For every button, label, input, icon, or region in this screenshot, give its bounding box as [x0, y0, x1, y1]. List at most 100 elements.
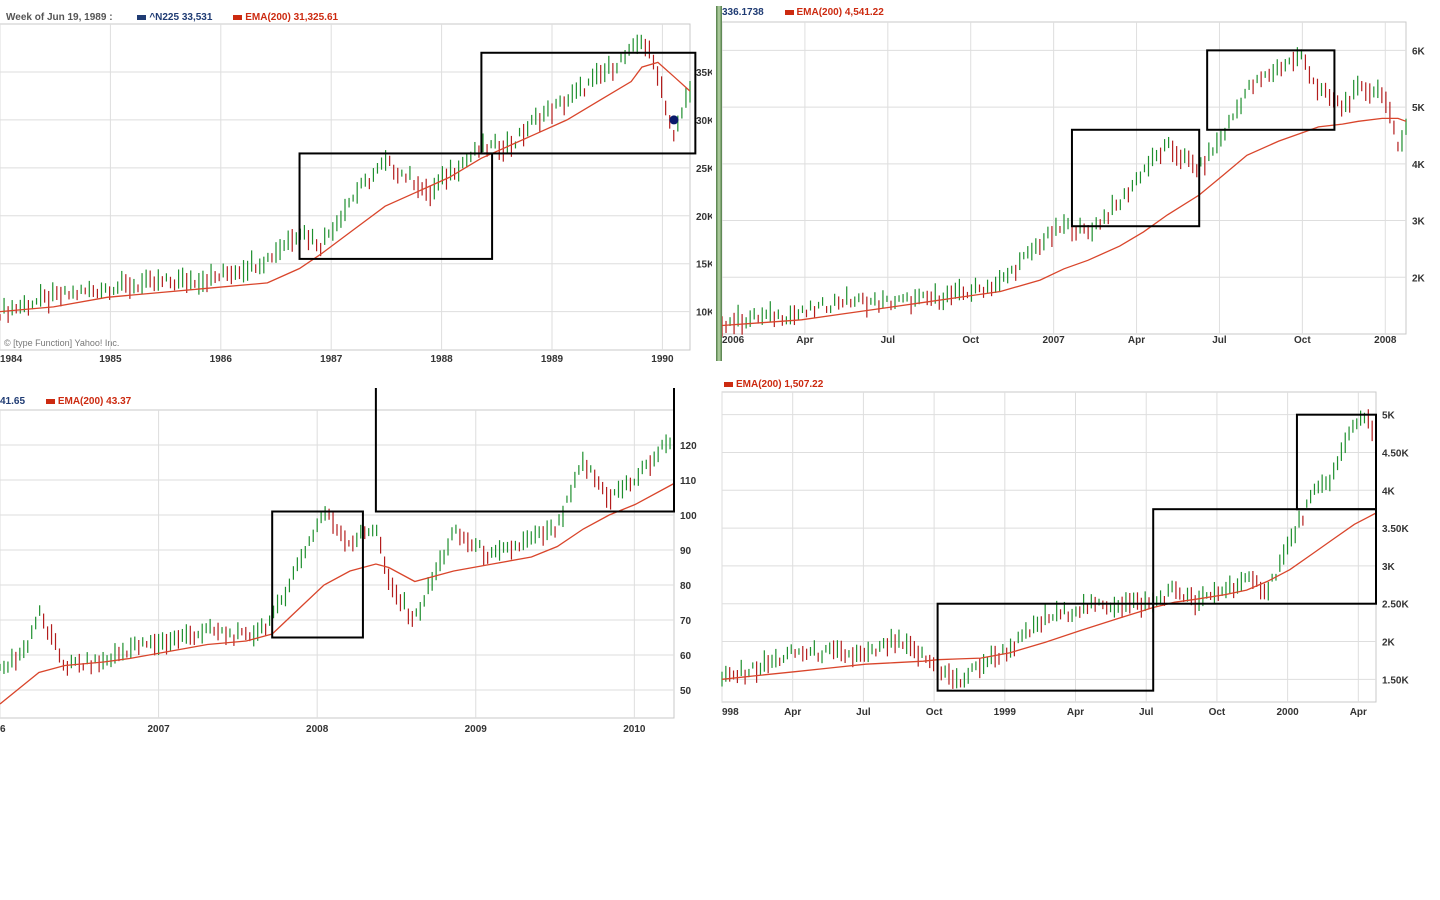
x-tick-label: Jul — [1139, 707, 1154, 718]
x-tick-label: 6 — [0, 724, 6, 735]
chart-panel-top-right: 336.1738 EMA(200) 4,541.22 2K 3K 4K 5K 6K 200… — [722, 2, 1434, 362]
y-tick-label: 110 — [680, 476, 697, 487]
x-tick-label: 1990 — [651, 354, 674, 365]
highlight-box — [1206, 49, 1336, 131]
x-tick-label: 1985 — [99, 354, 122, 365]
x-tick-label: Oct — [962, 335, 979, 346]
y-tick-label: 100 — [680, 511, 697, 522]
x-tick-label: 1986 — [210, 354, 233, 365]
x-tick-label: 2009 — [465, 724, 488, 735]
legend-ema-label: EMA(200) — [245, 12, 291, 23]
x-tick-label: 2010 — [623, 724, 646, 735]
x-tick-label: Apr — [1128, 335, 1145, 346]
x-tick-label: 1987 — [320, 354, 343, 365]
ema-line — [0, 482, 675, 705]
x-tick-label: 1999 — [994, 707, 1017, 718]
highlight-box — [271, 510, 364, 639]
y-tick-label: 120 — [680, 441, 697, 452]
highlight-box — [1152, 508, 1378, 605]
x-tick-label: Oct — [926, 707, 943, 718]
legend-ema-value: 1,507.22 — [784, 379, 824, 390]
ema-swatch — [233, 14, 243, 20]
y-tick-label: 4K — [1382, 486, 1396, 497]
x-tick-label: 1989 — [541, 354, 564, 365]
ema-swatch — [724, 381, 733, 387]
plot-frame — [721, 391, 1377, 703]
x-tick-label: Apr — [1350, 707, 1367, 718]
legend-ema-label: EMA(200) — [796, 7, 843, 18]
crosshair-marker — [669, 115, 679, 125]
chart-panel-bottom-right: EMA(200) 1,507.22 1.50K 2K 2.50K 3K 3.50K 4K 4… — [716, 374, 1434, 724]
y-tick-label: 3.50K — [1382, 524, 1409, 535]
x-tick-label: 2007 — [147, 724, 170, 735]
y-tick-label: 50 — [680, 686, 692, 697]
x-tick-label: 2008 — [306, 724, 329, 735]
legend-ema-value: 4,541.22 — [844, 7, 884, 18]
ema-line — [721, 512, 1377, 680]
y-tick-label: 2K — [1412, 273, 1426, 284]
legend-ema-label: EMA(200) — [736, 379, 782, 390]
legend-bottom-left: 41.65 EMA(200) 43.37 — [0, 396, 131, 407]
chart-credit: © [type Function] Yahoo! Inc. — [4, 338, 120, 348]
y-tick-label: 6K — [1412, 46, 1426, 57]
x-tick-label: Jul — [1212, 335, 1227, 346]
x-tick-label: 2008 — [1374, 335, 1397, 346]
legend-ema-value: 31,325.61 — [293, 12, 339, 23]
x-tick-label: 2007 — [1043, 335, 1066, 346]
y-tick-label: 35K — [696, 68, 712, 79]
x-tick-label: Jul — [856, 707, 871, 718]
legend-series-value: 336.1738 — [722, 7, 764, 18]
y-tick-label: 10K — [696, 308, 712, 319]
x-tick-label: 2006 — [722, 335, 745, 346]
x-tick-label: Oct — [1294, 335, 1311, 346]
y-tick-label: 15K — [696, 260, 712, 271]
y-tick-label: 2.50K — [1382, 600, 1409, 611]
y-tick-label: 3K — [1382, 562, 1396, 573]
chart-panel-bottom-left: 41.65 EMA(200) 43.37 50 60 70 80 90 100 110 120… — [0, 388, 712, 738]
chart-svg-top-right: 2K 3K 4K 5K 6K 2006 Apr Jul Oct 2007 Apr Jul Oct 2008 — [722, 21, 1426, 346]
chart-panel-n225: Week of Jun 19, 1989 : ^N225 33,531 EMA(… — [0, 6, 712, 368]
legend-bottom-right: EMA(200) 1,507.22 — [724, 379, 823, 390]
y-tick-label: 80 — [680, 581, 692, 592]
y-tick-label: 90 — [680, 546, 692, 557]
highlight-box — [480, 51, 697, 155]
panel-divider[interactable] — [716, 6, 722, 361]
ema-swatch — [45, 398, 55, 404]
legend-ema-label: EMA(200) — [57, 396, 104, 407]
legend-date: Week of Jun 19, 1989 : — [6, 12, 113, 23]
legend-series-value: 33,531 — [181, 12, 213, 23]
x-tick-label: Oct — [1209, 707, 1226, 718]
x-tick-label: Jul — [881, 335, 896, 346]
highlight-box — [1295, 413, 1378, 511]
y-tick-label: 70 — [680, 616, 692, 627]
x-tick-label: Apr — [784, 707, 801, 718]
highlight-box — [936, 602, 1155, 692]
legend-series-value: 41.65 — [0, 396, 26, 407]
legend-top-right: 336.1738 EMA(200) 4,541.22 — [722, 7, 884, 18]
x-tick-label: 1988 — [430, 354, 453, 365]
y-tick-label: 4K — [1412, 160, 1426, 171]
y-tick-label: 25K — [696, 164, 712, 175]
plot-frame — [0, 409, 675, 719]
y-tick-label: 5K — [1412, 103, 1426, 114]
x-tick-label: 998 — [722, 707, 739, 718]
x-tick-label: Apr — [1067, 707, 1084, 718]
x-tick-label: 1984 — [0, 354, 23, 365]
highlight-box — [1070, 128, 1201, 228]
y-tick-label: 60 — [680, 651, 692, 662]
y-tick-label: 1.50K — [1382, 675, 1409, 686]
series-swatch — [137, 14, 147, 20]
chart-svg-bottom-left: 50 60 70 80 90 100 110 120 6 2007 2008 2009 2010 — [0, 388, 697, 735]
x-tick-label: Apr — [796, 335, 813, 346]
y-tick-label: 30K — [696, 116, 712, 127]
ema-swatch — [784, 9, 794, 15]
plot-frame — [722, 21, 1407, 335]
highlight-box — [298, 152, 494, 260]
y-tick-label: 20K — [696, 212, 712, 223]
y-tick-label: 5K — [1382, 411, 1396, 422]
legend-n225: Week of Jun 19, 1989 : ^N225 33,531 EMA(… — [6, 12, 338, 23]
highlight-box — [374, 388, 675, 513]
chart-svg-n225: 10K 15K 20K 25K 30K 35K 1984 1985 1986 1987 1988 19… — [0, 23, 712, 365]
legend-ema-value: 43.37 — [106, 396, 132, 407]
y-tick-label: 3K — [1412, 217, 1426, 228]
